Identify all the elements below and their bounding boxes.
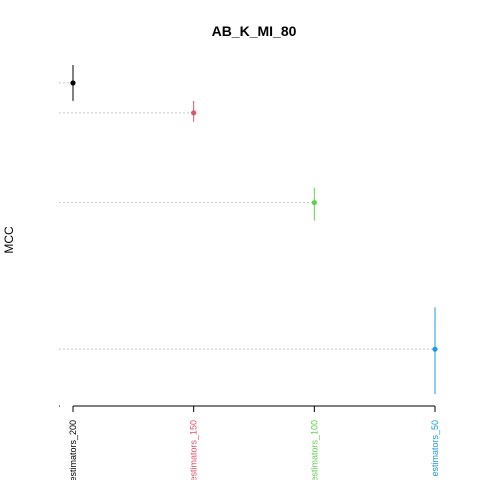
data-point-estimators-200 <box>70 80 76 86</box>
x-tick-label-estimators-150: estimators_150 <box>189 420 199 480</box>
chart-title: AB_K_MI_80 <box>212 23 297 39</box>
x-tick-label-estimators-50: estimators_50 <box>430 420 440 477</box>
x-tick-label-estimators-200: estimators_200 <box>68 420 78 480</box>
x-axis: estimators_200 estimators_150 estimators_1… <box>59 405 440 480</box>
reference-lines <box>59 82 435 350</box>
y-axis-label: MCC <box>2 226 16 254</box>
data-point-estimators-50 <box>432 346 438 352</box>
data-points <box>70 80 438 352</box>
error-bars <box>72 64 436 395</box>
x-tick-label-estimators-100: estimators_100 <box>309 420 319 480</box>
data-point-estimators-100 <box>311 199 317 206</box>
data-point-estimators-150 <box>191 110 197 116</box>
